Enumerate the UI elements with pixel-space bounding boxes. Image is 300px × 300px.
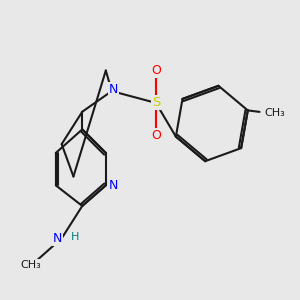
Text: CH₃: CH₃ (20, 260, 41, 270)
Text: CH₃: CH₃ (264, 108, 285, 118)
Text: O: O (151, 64, 161, 77)
Text: H: H (71, 232, 79, 242)
Text: N: N (109, 179, 118, 192)
Text: N: N (52, 232, 62, 245)
Text: N: N (109, 83, 118, 96)
Text: S: S (152, 96, 160, 110)
Text: O: O (151, 129, 161, 142)
